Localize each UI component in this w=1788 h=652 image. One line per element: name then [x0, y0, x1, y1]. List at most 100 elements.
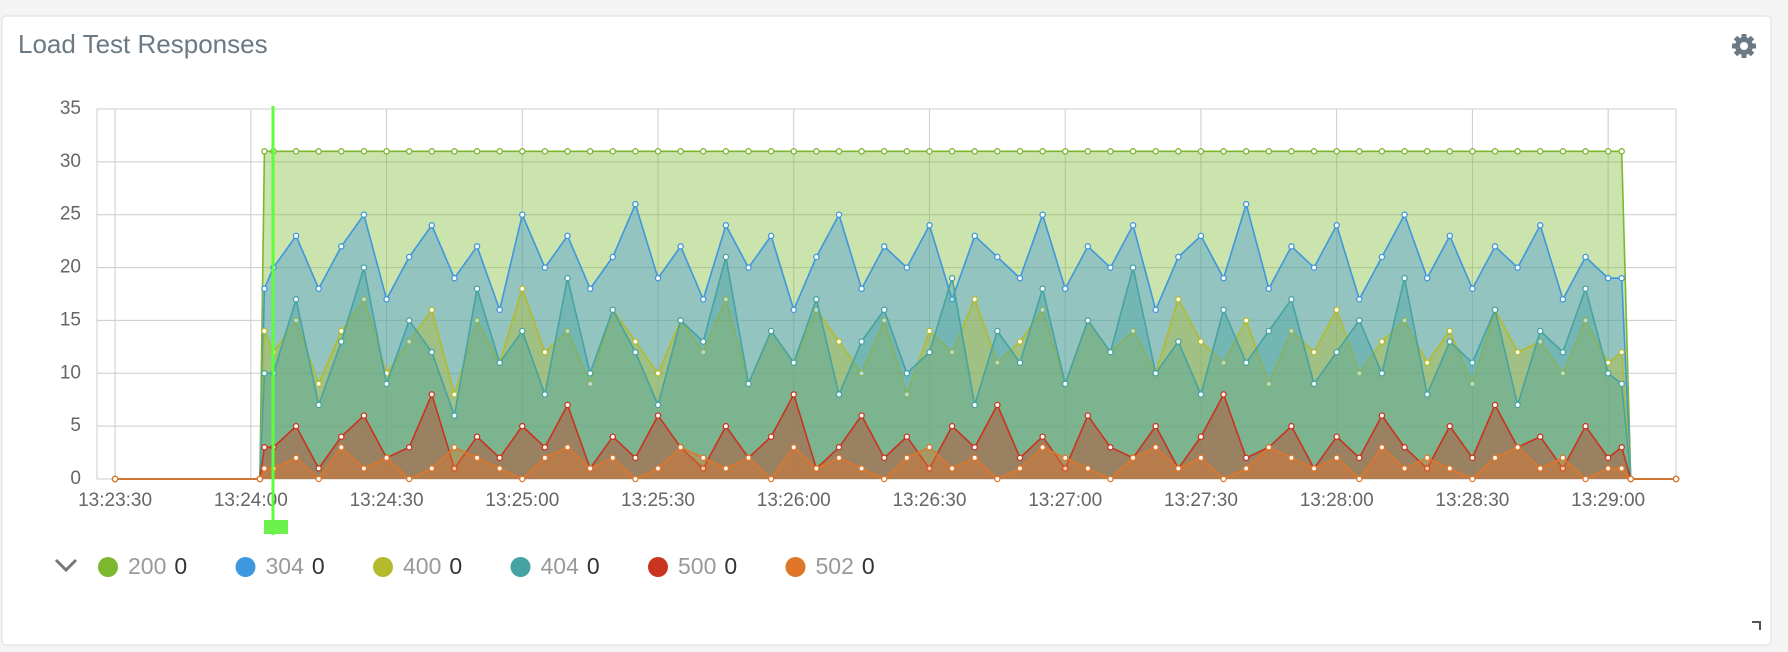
legend-value: 0 [174, 553, 187, 579]
data-point [1175, 338, 1182, 345]
data-point [315, 475, 322, 483]
data-point [1288, 148, 1295, 155]
data-point [1423, 465, 1431, 472]
data-point [880, 148, 888, 155]
data-point [1627, 475, 1635, 483]
data-point [451, 274, 458, 282]
data-point [1016, 465, 1024, 472]
data-point [1242, 148, 1250, 155]
data-point [722, 422, 730, 430]
data-point [1242, 200, 1250, 208]
data-point [1604, 465, 1612, 472]
data-point [1423, 148, 1431, 155]
data-point [1288, 243, 1295, 250]
data-point [903, 148, 911, 155]
y-tick-label: 20 [60, 257, 81, 278]
data-point [564, 401, 571, 409]
data-point [1401, 465, 1408, 472]
data-point [541, 148, 549, 155]
data-point [994, 401, 1001, 409]
data-point [790, 148, 798, 155]
data-point [338, 243, 345, 250]
series-area [115, 151, 1677, 480]
data-point [256, 475, 264, 483]
y-tick-label: 25 [60, 204, 81, 225]
data-point [519, 211, 526, 218]
data-point [1265, 444, 1273, 451]
data-point [790, 391, 798, 398]
data-point [1604, 274, 1612, 282]
data-point [1514, 148, 1521, 155]
data-point [1378, 370, 1386, 377]
legend-toggle[interactable] [54, 558, 78, 573]
data-point [1469, 285, 1476, 292]
data-point [632, 148, 639, 155]
data-point [1197, 433, 1205, 440]
data-point [835, 391, 843, 398]
data-point [722, 148, 730, 155]
data-point [609, 148, 617, 155]
data-point [654, 370, 662, 377]
data-point [1107, 348, 1114, 356]
data-point [292, 148, 300, 155]
data-point [1423, 274, 1431, 282]
data-point [519, 475, 526, 483]
data-point [405, 148, 413, 155]
x-tick-label: 13:29:00 [1571, 490, 1645, 511]
data-point [338, 327, 345, 335]
data-point [338, 444, 345, 451]
data-point [360, 296, 368, 303]
data-point [564, 148, 571, 155]
data-point [1491, 401, 1499, 409]
data-point [700, 454, 707, 462]
data-point [1582, 253, 1589, 261]
data-point [564, 327, 571, 335]
data-point [1356, 475, 1363, 483]
data-point [1446, 338, 1454, 345]
data-point [1197, 148, 1205, 155]
data-point [632, 454, 639, 462]
data-point [903, 391, 911, 398]
data-point [1061, 465, 1069, 472]
series-line [115, 286, 1676, 480]
data-point [1537, 222, 1544, 229]
data-point [1061, 380, 1069, 388]
resize-handle[interactable] [1752, 621, 1761, 630]
data-point [1378, 148, 1386, 155]
data-point [1265, 327, 1273, 335]
data-point [948, 348, 956, 356]
data-point [1310, 465, 1318, 472]
data-point [1378, 412, 1386, 419]
data-point [700, 465, 707, 472]
data-point [1242, 465, 1250, 472]
legend-swatch [648, 557, 668, 577]
data-point [1288, 296, 1295, 303]
data-point [745, 454, 752, 462]
legend-label: 500 0 [678, 553, 737, 579]
data-point [428, 465, 436, 472]
data-point [1401, 211, 1408, 218]
data-point [1265, 148, 1273, 155]
data-point [564, 274, 571, 282]
data-point [1401, 444, 1408, 451]
data-point [1356, 148, 1363, 155]
data-point [609, 433, 617, 440]
data-point [994, 359, 1001, 366]
data-point [383, 380, 390, 388]
data-point [948, 148, 956, 155]
data-point [926, 444, 933, 451]
data-point [835, 454, 843, 462]
data-point [1356, 317, 1363, 324]
data-point [1537, 433, 1544, 440]
data-point [1152, 148, 1159, 155]
settings-icon[interactable] [1732, 34, 1756, 58]
data-point [1333, 306, 1340, 314]
data-point [790, 306, 798, 314]
data-point [722, 253, 730, 261]
data-point [994, 253, 1001, 261]
data-point [1084, 148, 1092, 155]
data-point [1423, 454, 1431, 462]
data-point [496, 454, 503, 462]
data-point [1197, 338, 1205, 345]
data-point [338, 338, 345, 345]
